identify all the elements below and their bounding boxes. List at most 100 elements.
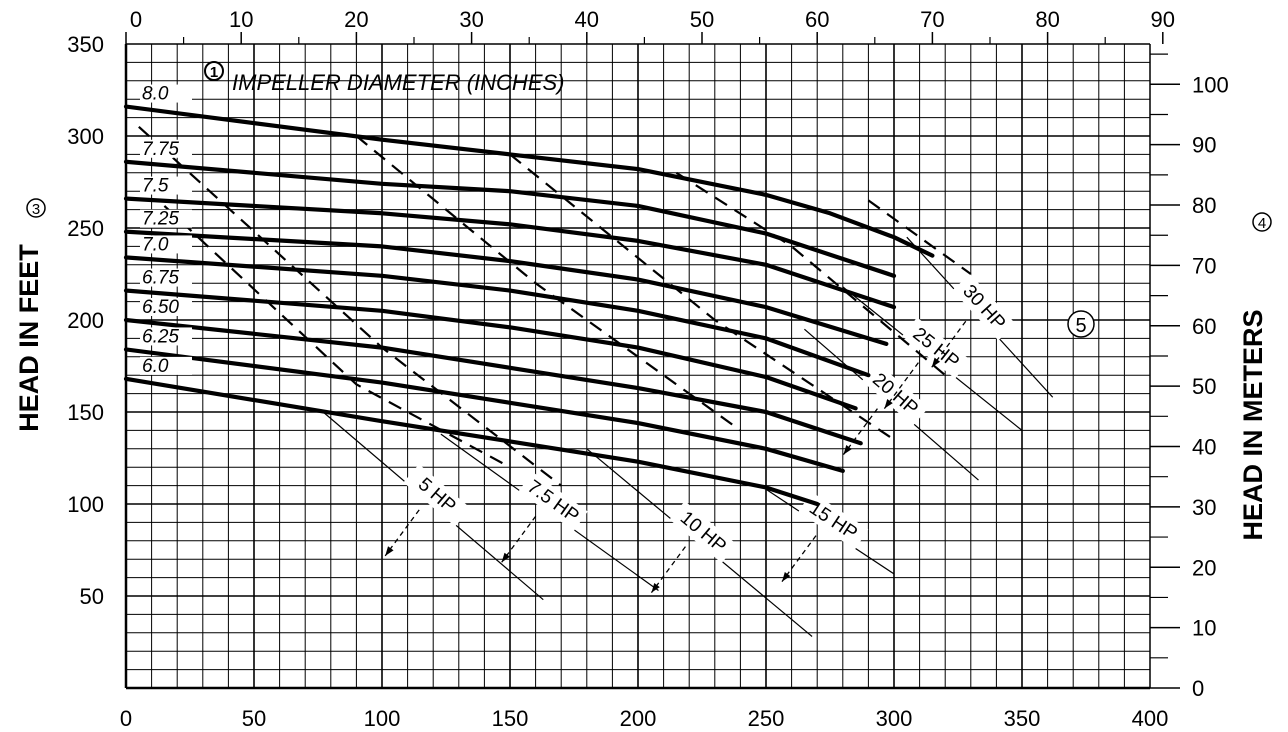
left-axis-marker: 3	[26, 198, 46, 218]
y-right-tick-label: 60	[1192, 314, 1216, 339]
right-axis-marker: 4	[1252, 212, 1272, 232]
hp-line-label: 30 HP	[958, 281, 1009, 334]
curve-label-backdrop	[140, 209, 192, 228]
x-top-tick-label: 60	[805, 7, 829, 32]
impeller-diameter-title: IMPELLER DIAMETER (INCHES)	[232, 70, 565, 95]
curve-label-backdrop	[140, 84, 192, 103]
hp-pointer-arrowhead	[843, 445, 852, 455]
hp-label-backdrop	[798, 491, 869, 550]
hp-label-backdrop	[669, 501, 738, 564]
efficiency-guide-line	[509, 153, 895, 441]
y-left-tick-label: 50	[80, 584, 104, 609]
x-bottom-tick-label: 350	[1004, 706, 1041, 731]
hp-marker: 5	[1067, 310, 1095, 338]
impeller-curve	[123, 229, 889, 347]
y-left-tick-label: 350	[67, 32, 104, 57]
curve-label-backdrop	[140, 327, 192, 346]
hp-pointer-arrowhead	[501, 552, 511, 563]
impeller-curve	[123, 104, 935, 258]
major-grid	[124, 43, 1151, 690]
impeller-curve	[123, 317, 863, 446]
y-right-tick-label: 10	[1192, 616, 1216, 641]
x-bottom-tick-label: 150	[492, 706, 529, 731]
hp-label-backdrop	[952, 273, 1016, 341]
curve-label-backdrop	[140, 176, 192, 195]
x-top-tick-label: 40	[575, 7, 599, 32]
impeller-curve	[123, 196, 897, 310]
hp-pointer	[781, 535, 817, 582]
y-right-tick-label: 50	[1192, 374, 1216, 399]
y-right-tick-label: 30	[1192, 495, 1216, 520]
impeller-curve	[123, 255, 871, 378]
x-bottom-tick-label: 300	[876, 706, 913, 731]
x-top-tick-label: 90	[1151, 7, 1175, 32]
x-bottom-tick-label: 0	[120, 706, 132, 731]
y-right-tick-label: 0	[1192, 676, 1204, 701]
efficiency-guide-line	[675, 171, 946, 377]
x-top-tick-label: 30	[459, 7, 483, 32]
impeller-title-marker: 1	[204, 61, 224, 81]
curve-label-backdrop	[140, 235, 192, 254]
y-left-tick-label: 300	[67, 124, 104, 149]
x-top-tick-label: 80	[1035, 7, 1059, 32]
impeller-curve-label: 8.0	[142, 84, 169, 105]
hp-pointer-arrowhead	[931, 357, 941, 368]
x-top-tick-label: 50	[690, 7, 714, 32]
hp-pointer-arrowhead	[651, 583, 660, 593]
svg-text:1: 1	[210, 64, 218, 81]
svg-text:4: 4	[1258, 215, 1266, 232]
right-axis-title: HEAD IN METERS	[1238, 309, 1268, 540]
y-left-tick-label: 100	[67, 492, 104, 517]
x-bottom-tick-label: 400	[1132, 706, 1169, 731]
efficiency-guide-line	[163, 205, 511, 469]
impeller-curve-label: 7.75	[142, 139, 179, 160]
svg-text:5: 5	[1075, 315, 1086, 337]
x-top-tick-label: 70	[920, 7, 944, 32]
x-bottom-tick-label: 200	[620, 706, 657, 731]
impeller-curve	[123, 376, 820, 507]
hp-pointer-arrowhead	[385, 546, 394, 556]
impeller-curve-label: 6.50	[142, 297, 179, 318]
hp-pointer	[931, 320, 967, 368]
hp-label-backdrop	[518, 471, 588, 531]
impeller-curve-label: 7.25	[142, 209, 179, 230]
x-bottom-tick-label: 100	[364, 706, 401, 731]
y-left-tick-label: 200	[67, 308, 104, 333]
y-left-tick-label: 150	[67, 400, 104, 425]
impeller-curve-label: 7.0	[142, 234, 169, 255]
impeller-curve-label: 6.75	[142, 268, 179, 289]
x-bottom-tick-label: 50	[242, 706, 266, 731]
hp-label-backdrop	[403, 464, 471, 527]
chart-labels: 8.0 7.75 7.5 7.25 7.0 6.75 6.50 6.25 6.0	[140, 84, 192, 377]
y-right-tick-label: 100	[1192, 72, 1229, 97]
impeller-curve	[123, 159, 897, 278]
x-top-tick-label: 10	[229, 7, 253, 32]
y-right-tick-label: 40	[1192, 435, 1216, 460]
x-top-tick-label: 0	[130, 7, 142, 32]
curve-label-backdrop	[140, 356, 192, 375]
hp-pointer	[501, 515, 537, 563]
hp-label-backdrop	[902, 317, 971, 379]
hp-pointer	[883, 362, 919, 410]
y-right-tick-label: 90	[1192, 133, 1216, 158]
y-right-tick-label: 80	[1192, 193, 1216, 218]
hp-pointer	[384, 509, 420, 557]
hp-pointer	[650, 546, 686, 594]
curve-label-backdrop	[140, 298, 192, 316]
hp-pointer	[842, 408, 878, 456]
impeller-curve-label: 6.25	[142, 326, 179, 347]
svg-text:3: 3	[32, 201, 40, 218]
hp-pointer-arrowhead	[884, 399, 893, 409]
impeller-curve-label: 7.5	[142, 176, 169, 197]
curve-label-backdrop	[140, 139, 192, 158]
impeller-curves	[123, 104, 935, 507]
impeller-curve-label: 6.0	[142, 356, 169, 377]
left-axis-title: HEAD IN FEET	[14, 244, 44, 432]
x-bottom-tick-label: 250	[748, 706, 785, 731]
y-right-tick-label: 20	[1192, 555, 1216, 580]
efficiency-guide-line	[867, 199, 972, 275]
hp-pointer-arrowhead	[782, 572, 791, 582]
curve-label-backdrop	[140, 268, 192, 287]
